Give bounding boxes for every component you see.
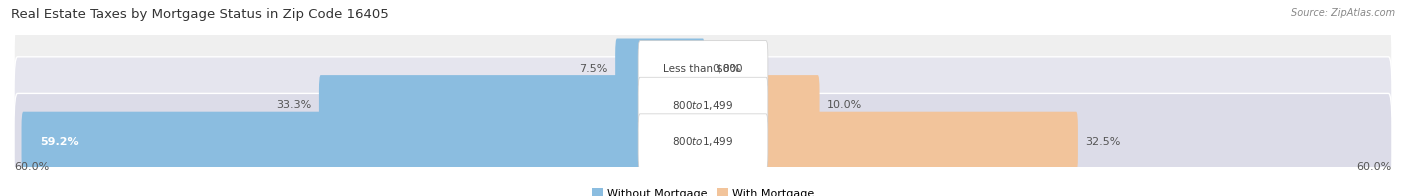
FancyBboxPatch shape [14, 57, 1392, 154]
FancyBboxPatch shape [702, 112, 1078, 172]
Legend: Without Mortgage, With Mortgage: Without Mortgage, With Mortgage [588, 184, 818, 196]
FancyBboxPatch shape [21, 112, 704, 172]
Text: 60.0%: 60.0% [1357, 162, 1392, 172]
FancyBboxPatch shape [638, 77, 768, 133]
Text: 32.5%: 32.5% [1085, 137, 1121, 147]
FancyBboxPatch shape [14, 93, 1392, 190]
Text: 0.0%: 0.0% [713, 64, 741, 74]
FancyBboxPatch shape [702, 75, 820, 135]
Text: $800 to $1,499: $800 to $1,499 [672, 99, 734, 112]
Text: 7.5%: 7.5% [579, 64, 607, 74]
Text: 33.3%: 33.3% [276, 100, 312, 110]
FancyBboxPatch shape [14, 20, 1392, 117]
Text: 59.2%: 59.2% [41, 137, 79, 147]
Text: $800 to $1,499: $800 to $1,499 [672, 135, 734, 148]
FancyBboxPatch shape [638, 41, 768, 97]
FancyBboxPatch shape [319, 75, 704, 135]
Text: Source: ZipAtlas.com: Source: ZipAtlas.com [1291, 8, 1395, 18]
FancyBboxPatch shape [616, 38, 704, 99]
Text: 10.0%: 10.0% [827, 100, 862, 110]
FancyBboxPatch shape [638, 114, 768, 170]
Text: Less than $800: Less than $800 [664, 64, 742, 74]
Text: 60.0%: 60.0% [14, 162, 49, 172]
Text: Real Estate Taxes by Mortgage Status in Zip Code 16405: Real Estate Taxes by Mortgage Status in … [11, 8, 389, 21]
